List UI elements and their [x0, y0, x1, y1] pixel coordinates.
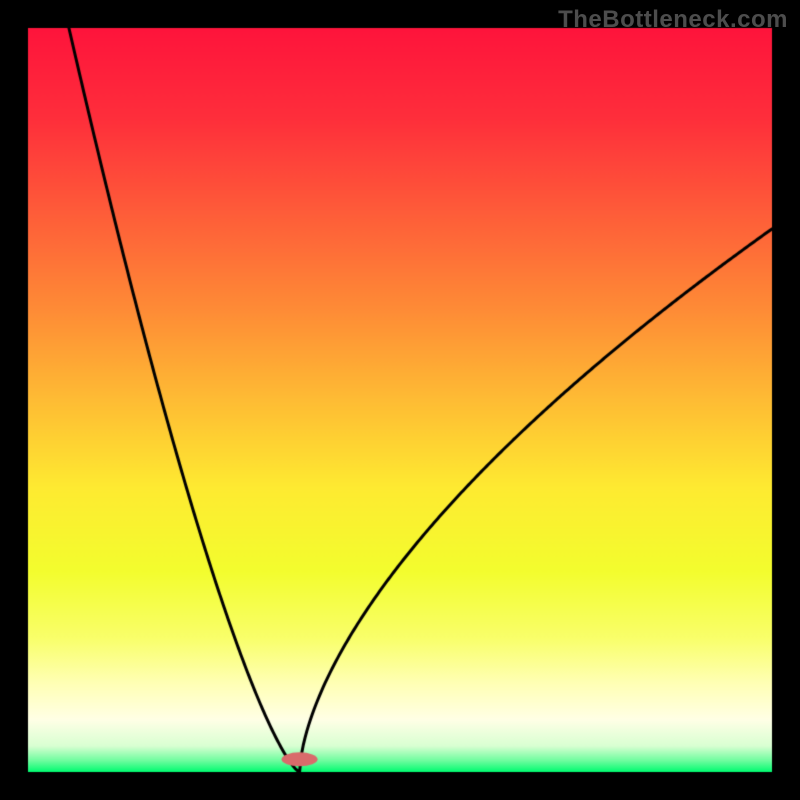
bottleneck-chart: [0, 0, 800, 800]
